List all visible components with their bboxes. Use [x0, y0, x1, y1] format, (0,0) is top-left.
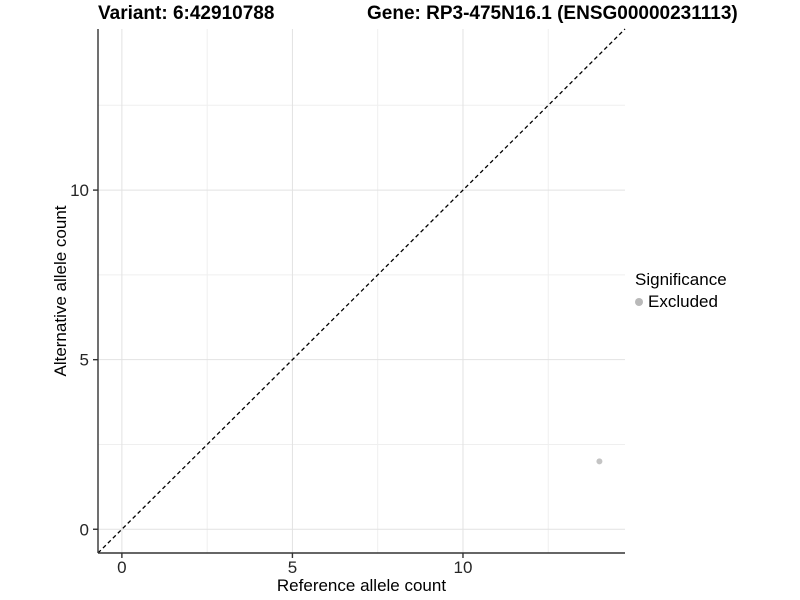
plot-title-gene: Gene: RP3-475N16.1 (ENSG00000231113)	[367, 3, 738, 24]
data-point	[596, 458, 603, 465]
legend-item-label: Excluded	[648, 292, 718, 311]
x-tick-label: 0	[117, 558, 126, 577]
identity-line	[97, 28, 626, 554]
plot-title-variant: Variant: 6:42910788	[98, 3, 275, 24]
legend-item-excluded: Excluded	[635, 292, 727, 312]
y-tick-label: 0	[80, 520, 89, 539]
legend: Significance Excluded	[635, 270, 727, 312]
x-axis-title: Reference allele count	[276, 576, 447, 595]
legend-point-icon	[635, 298, 643, 306]
legend-title: Significance	[635, 270, 727, 289]
x-tick-label: 5	[288, 558, 297, 577]
y-axis-title: Alternative allele count	[51, 205, 70, 377]
x-tick-label: 10	[454, 558, 473, 577]
y-tick-label: 5	[80, 351, 89, 370]
y-tick-label: 10	[70, 181, 89, 200]
